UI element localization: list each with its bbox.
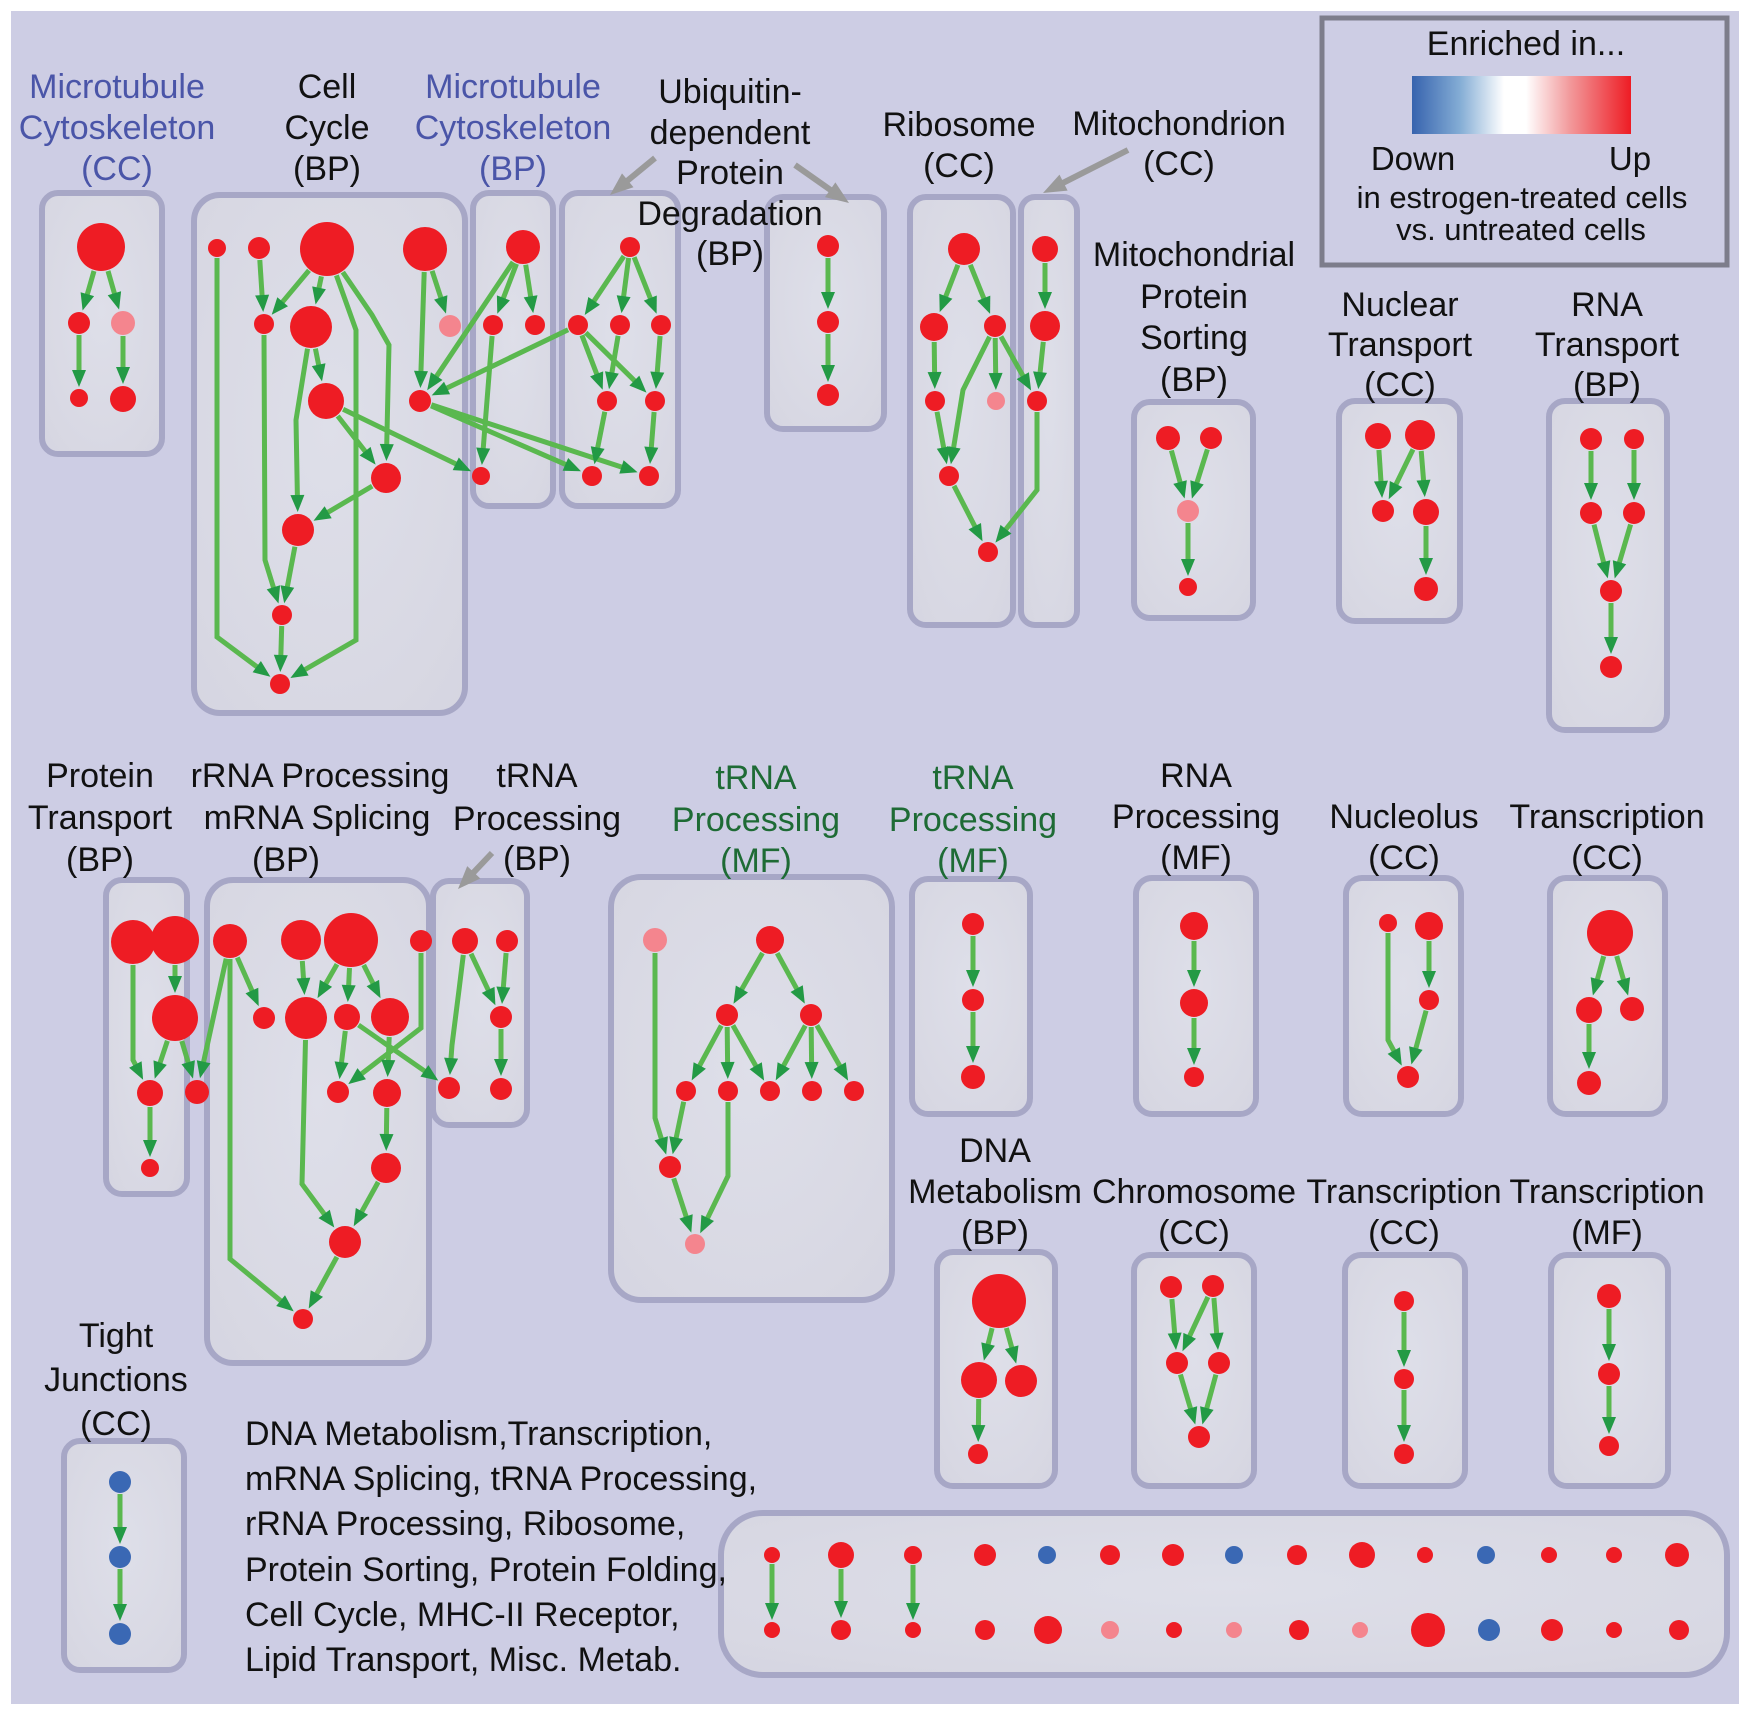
svg-text:(CC): (CC) bbox=[80, 1405, 152, 1443]
svg-text:Nucleolus: Nucleolus bbox=[1329, 798, 1478, 836]
svg-text:tRNA: tRNA bbox=[715, 759, 797, 797]
svg-text:Cytoskeleton: Cytoskeleton bbox=[19, 109, 216, 147]
svg-text:(CC): (CC) bbox=[1364, 366, 1436, 404]
svg-text:Cell Cycle, MHC-II Receptor,: Cell Cycle, MHC-II Receptor, bbox=[245, 1596, 680, 1634]
svg-text:Transcription: Transcription bbox=[1306, 1173, 1501, 1211]
svg-text:(BP): (BP) bbox=[961, 1214, 1029, 1252]
svg-text:in estrogen-treated cells: in estrogen-treated cells bbox=[1357, 180, 1688, 215]
svg-text:Processing: Processing bbox=[889, 801, 1057, 839]
svg-text:Mitochondrion: Mitochondrion bbox=[1072, 105, 1286, 143]
svg-text:Ubiquitin-: Ubiquitin- bbox=[658, 73, 802, 111]
svg-text:(CC): (CC) bbox=[1143, 145, 1215, 183]
svg-text:RNA: RNA bbox=[1571, 286, 1643, 324]
svg-text:Chromosome: Chromosome bbox=[1092, 1173, 1296, 1211]
svg-text:mRNA Splicing: mRNA Splicing bbox=[204, 799, 431, 837]
svg-text:Protein Sorting, Protein Foldi: Protein Sorting, Protein Folding, bbox=[245, 1551, 727, 1589]
svg-text:Protein: Protein bbox=[46, 757, 154, 795]
svg-text:(BP): (BP) bbox=[1573, 366, 1641, 404]
svg-text:Transcription: Transcription bbox=[1509, 1173, 1704, 1211]
svg-text:Cycle: Cycle bbox=[284, 109, 369, 147]
svg-text:Processing: Processing bbox=[453, 800, 621, 838]
svg-text:Processing: Processing bbox=[672, 801, 840, 839]
svg-text:(CC): (CC) bbox=[1158, 1214, 1230, 1252]
svg-text:Enriched in...: Enriched in... bbox=[1427, 25, 1625, 63]
svg-text:Degradation: Degradation bbox=[637, 195, 822, 233]
svg-text:(CC): (CC) bbox=[1368, 1214, 1440, 1252]
svg-text:(CC): (CC) bbox=[1368, 839, 1440, 877]
svg-text:(MF): (MF) bbox=[1571, 1214, 1643, 1252]
svg-text:Metabolism: Metabolism bbox=[908, 1173, 1082, 1211]
svg-text:Transport: Transport bbox=[1535, 326, 1680, 364]
svg-text:(CC): (CC) bbox=[923, 147, 995, 185]
svg-text:(BP): (BP) bbox=[696, 235, 764, 273]
svg-text:Processing: Processing bbox=[1112, 798, 1280, 836]
svg-text:Microtubule: Microtubule bbox=[29, 68, 205, 106]
svg-text:(MF): (MF) bbox=[937, 842, 1009, 880]
svg-text:(BP): (BP) bbox=[293, 150, 361, 188]
svg-text:Cytoskeleton: Cytoskeleton bbox=[415, 109, 612, 147]
svg-text:(BP): (BP) bbox=[503, 840, 571, 878]
svg-text:dependent: dependent bbox=[650, 114, 811, 152]
svg-text:Down: Down bbox=[1371, 140, 1455, 177]
svg-text:(MF): (MF) bbox=[720, 842, 792, 880]
svg-text:RNA: RNA bbox=[1160, 757, 1232, 795]
svg-text:rRNA Processing, Ribosome,: rRNA Processing, Ribosome, bbox=[245, 1505, 685, 1543]
svg-text:Microtubule: Microtubule bbox=[425, 68, 601, 106]
svg-text:Protein: Protein bbox=[1140, 278, 1248, 316]
svg-text:DNA: DNA bbox=[959, 1132, 1031, 1170]
svg-text:Mitochondrial: Mitochondrial bbox=[1093, 236, 1295, 274]
svg-text:Cell: Cell bbox=[298, 68, 357, 106]
svg-text:(CC): (CC) bbox=[1571, 839, 1643, 877]
svg-text:(BP): (BP) bbox=[1160, 361, 1228, 399]
svg-text:rRNA Processing: rRNA Processing bbox=[191, 757, 450, 795]
svg-text:(CC): (CC) bbox=[81, 150, 153, 188]
svg-text:Tight: Tight bbox=[79, 1317, 154, 1355]
svg-text:Sorting: Sorting bbox=[1140, 319, 1248, 357]
svg-text:tRNA: tRNA bbox=[496, 757, 578, 795]
svg-text:tRNA: tRNA bbox=[932, 759, 1014, 797]
svg-text:DNA Metabolism,Transcription,: DNA Metabolism,Transcription, bbox=[245, 1415, 712, 1453]
svg-text:(MF): (MF) bbox=[1160, 839, 1232, 877]
svg-text:Transport: Transport bbox=[28, 799, 173, 837]
svg-text:(BP): (BP) bbox=[252, 841, 320, 879]
svg-text:mRNA Splicing, tRNA Processing: mRNA Splicing, tRNA Processing, bbox=[245, 1460, 757, 1498]
svg-text:Protein: Protein bbox=[676, 154, 784, 192]
svg-text:Nuclear: Nuclear bbox=[1341, 286, 1458, 324]
svg-text:vs. untreated cells: vs. untreated cells bbox=[1396, 212, 1646, 247]
svg-text:Up: Up bbox=[1609, 140, 1651, 177]
svg-text:Junctions: Junctions bbox=[44, 1361, 188, 1399]
svg-text:Transcription: Transcription bbox=[1509, 798, 1704, 836]
svg-text:Transport: Transport bbox=[1328, 326, 1473, 364]
svg-text:Ribosome: Ribosome bbox=[882, 106, 1035, 144]
svg-text:(BP): (BP) bbox=[66, 841, 134, 879]
svg-text:Lipid Transport, Misc. Metab.: Lipid Transport, Misc. Metab. bbox=[245, 1641, 682, 1679]
svg-text:(BP): (BP) bbox=[479, 150, 547, 188]
